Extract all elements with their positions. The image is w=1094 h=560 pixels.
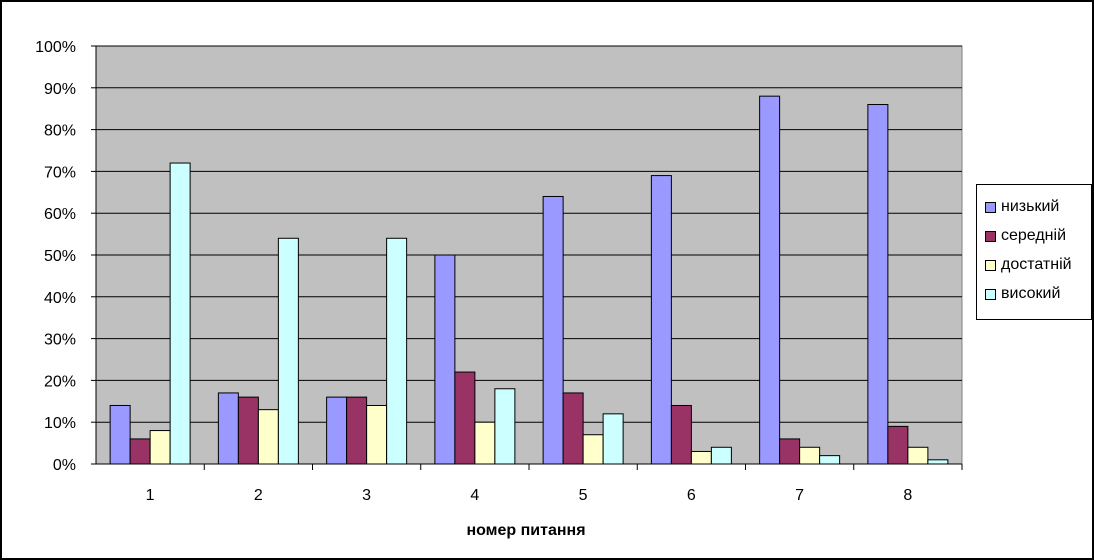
bar: [386, 237, 408, 465]
legend-item: низький: [985, 195, 1091, 219]
bar: [670, 404, 692, 465]
bar: [542, 195, 564, 465]
x-tick-label: 3: [362, 487, 371, 504]
bar: [257, 409, 279, 465]
bar: [434, 254, 456, 465]
bar: [454, 371, 476, 465]
y-tick-label: 100%: [35, 39, 76, 56]
bar: [867, 104, 889, 465]
legend-label: низький: [1001, 198, 1060, 215]
bar: [366, 404, 388, 465]
legend-label: достатній: [1001, 256, 1072, 273]
bar: [819, 455, 841, 465]
y-tick-label: 90%: [44, 81, 76, 98]
y-tick-label: 70%: [44, 164, 76, 181]
x-tick-label: 8: [903, 487, 912, 504]
y-tick-label: 40%: [44, 290, 76, 307]
x-tick-label: 1: [146, 487, 155, 504]
bar: [799, 446, 821, 465]
bar: [710, 446, 732, 465]
bar: [562, 392, 584, 465]
y-tick-label: 50%: [44, 248, 76, 265]
legend-item: достатній: [985, 253, 1091, 277]
legend-swatch: [985, 288, 996, 300]
bar: [887, 425, 909, 465]
bar: [217, 392, 239, 465]
bar: [149, 430, 171, 465]
bar: [277, 237, 299, 465]
legend: низький середній достатній високий: [976, 184, 1092, 320]
bar: [326, 396, 348, 465]
legend-swatch: [985, 230, 996, 242]
bar: [759, 95, 781, 465]
bar: [169, 162, 191, 465]
bar: [690, 450, 712, 465]
legend-swatch: [985, 259, 996, 271]
bar: [907, 446, 929, 465]
bar: [582, 434, 604, 465]
y-tick-label: 60%: [44, 206, 76, 223]
y-tick-label: 20%: [44, 373, 76, 390]
bar: [346, 396, 368, 465]
y-tick-label: 30%: [44, 332, 76, 349]
bar: [779, 438, 801, 465]
legend-swatch: [985, 201, 996, 213]
legend-item: високий: [985, 282, 1091, 306]
x-tick-label: 6: [687, 487, 696, 504]
bar: [927, 459, 949, 465]
y-tick-label: 0%: [53, 457, 76, 474]
bar: [474, 421, 496, 465]
bar: [602, 413, 624, 465]
y-tick-label: 80%: [44, 123, 76, 140]
bar: [650, 175, 672, 465]
y-tick-label: 10%: [44, 415, 76, 432]
x-axis-title: номер питання: [466, 522, 585, 539]
bar: [494, 388, 516, 465]
legend-item: середній: [985, 224, 1091, 248]
bar: [109, 404, 131, 465]
x-tick-label: 4: [470, 487, 479, 504]
bar: [237, 396, 259, 465]
x-tick-label: 7: [795, 487, 804, 504]
x-tick-label: 2: [254, 487, 263, 504]
legend-label: середній: [1001, 227, 1067, 244]
legend-label: високий: [1001, 285, 1061, 302]
bar: [129, 438, 151, 465]
x-tick-label: 5: [579, 487, 588, 504]
